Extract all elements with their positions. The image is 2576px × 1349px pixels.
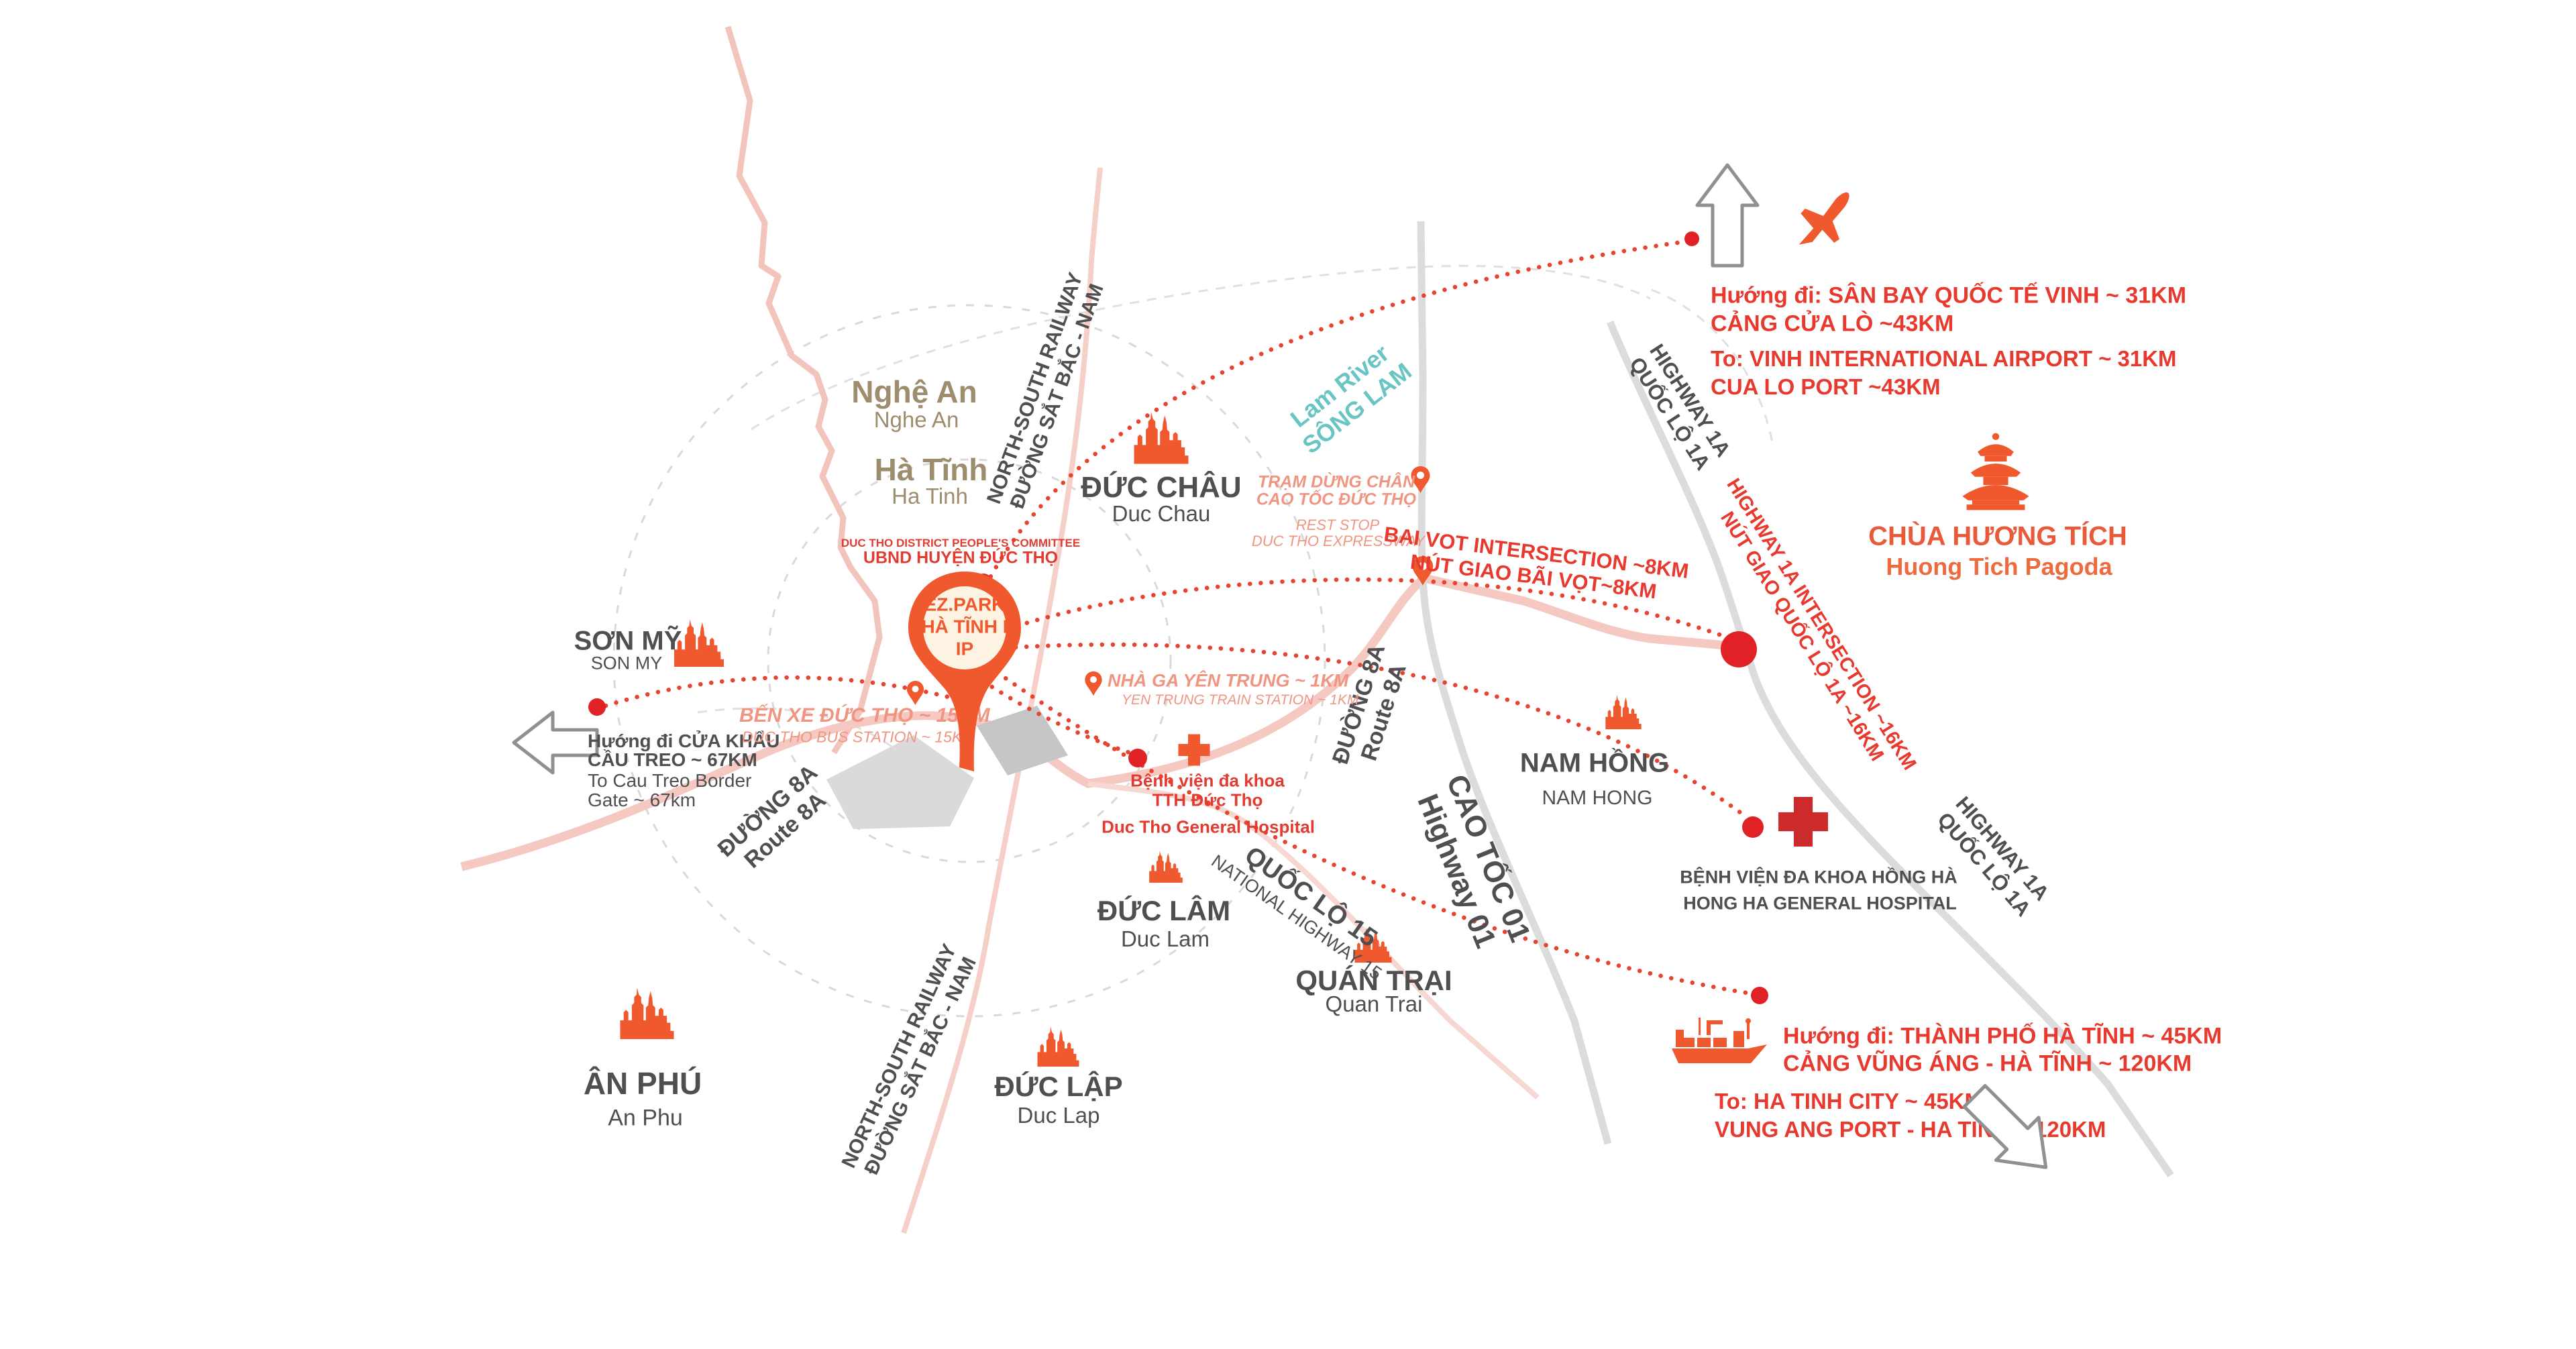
town-duc-lam-vi: ĐỨC LÂM (1097, 895, 1231, 926)
committee-label-vi: UBND HUYỆN ĐỨC THỌ (863, 548, 1059, 568)
train-station-pin-icon (1084, 671, 1103, 696)
cargo-ship-icon (1669, 1009, 1770, 1073)
province-ha-tinh-vi: Hà Tĩnh (874, 452, 988, 487)
pagoda-en: Huong Tich Pagoda (1886, 553, 2112, 580)
town-icon-nam-hong (1604, 691, 1643, 732)
town-nam-hong-vi: NAM HỒNG (1519, 748, 1670, 778)
province-border-line (724, 25, 883, 755)
town-duc-chau-en: Duc Chau (1112, 501, 1211, 526)
tth-hospital-cross-icon (1175, 731, 1213, 769)
route-8a-road (460, 574, 1726, 871)
pagoda-icon (1954, 431, 2037, 512)
province-nghe-an-en: Nghe An (873, 407, 959, 432)
district-boundary-dashed (1651, 288, 1774, 443)
airport-direction-line2: CẢNG CỬA LÒ ~43KM (1711, 311, 1954, 337)
train-station-en: YEN TRUNG TRAIN STATION ~ 1KM (1122, 692, 1359, 708)
town-son-my-en: SON MY (590, 653, 663, 673)
rest-stop-vi1: TRẠM DỪNG CHÂN (1257, 472, 1415, 492)
committee-label-en: DUC THO DISTRICT PEOPLE'S COMMITTEE (841, 537, 1081, 549)
port-route-dot (1751, 987, 1768, 1004)
town-an-phu-en: An Phu (608, 1105, 683, 1131)
connector-to-tth-hospital (971, 672, 1136, 757)
connector-to-airport (978, 239, 1689, 598)
ez-park-line3: IP (955, 638, 974, 659)
border-gate-line3: To Cau Treo Border (588, 770, 752, 791)
hong-ha-hospital-en: HONG HA GENERAL HOSPITAL (1683, 893, 1957, 914)
tth-hospital-dot (1128, 749, 1147, 767)
hong-ha-hospital-vi: BỆNH VIỆN ĐA KHOA HỒNG HÀ (1680, 867, 1957, 887)
south-direction-line2: CẢNG VŨNG ÁNG - HÀ TĨNH ~ 120KM (1783, 1050, 2192, 1077)
connector-to-hong-ha-hospital (1002, 642, 1751, 821)
district-boundary-dashed (751, 264, 1651, 431)
ez-park-line2: HÀ TĨNH I (921, 616, 1008, 637)
tth-hospital-vi2: TTH Đức Thọ (1152, 790, 1263, 810)
town-duc-lap-vi: ĐỨC LẬP (994, 1071, 1123, 1102)
airport-direction-line4: CUA LO PORT ~43KM (1711, 374, 1941, 399)
bus-station-vi: BẾN XE ĐỨC THỌ ~ 15KM (739, 704, 990, 726)
town-an-phu-vi: ÂN PHÚ (583, 1066, 702, 1101)
town-quan-trai-en: Quan Trai (1325, 991, 1423, 1016)
industrial-zone-shape (977, 706, 1068, 775)
border-gate-line2: CẦU TREO ~ 67KM (588, 749, 757, 770)
town-icon-duc-lam (1148, 845, 1184, 887)
bus-station-en: DUC THO BUS STATION ~ 15KM (742, 728, 975, 746)
south-direction-line3: To: HA TINH CITY ~ 45KM (1715, 1089, 1983, 1114)
hong-ha-hospital-dot (1742, 816, 1764, 838)
town-quan-trai-vi: QUÁN TRẠI (1295, 965, 1452, 996)
border-gate-line4: Gate ~ 67km (588, 790, 696, 810)
hwy1a-intersection-dot (1721, 631, 1757, 667)
tth-hospital-en: Duc Tho General Hospital (1102, 816, 1315, 837)
expressway-01-road (1417, 221, 1612, 1145)
district-boundary-dashed (697, 707, 915, 766)
rest-stop-vi2: CAO TỐC ĐỨC THỌ (1256, 490, 1417, 509)
railway-line (901, 167, 1103, 1234)
town-duc-chau-vi: ĐỨC CHÂU (1081, 471, 1242, 504)
rest-stop-en2: DUC THO EXPRESSWAY (1251, 533, 1426, 549)
airport-direction-line1: Hướng đi: SÂN BAY QUỐC TẾ VINH ~ 31KM (1711, 282, 2187, 309)
north-direction-arrow (1690, 160, 1764, 270)
town-icon-duc-chau (1132, 407, 1191, 467)
airport-direction-line3: To: VINH INTERNATIONAL AIRPORT ~ 31KM (1711, 346, 2177, 371)
town-son-my-vi: SƠN MỸ (574, 626, 682, 656)
rest-stop-en1: REST STOP (1295, 517, 1380, 533)
airport-route-dot (1684, 231, 1699, 246)
train-station-vi: NHÀ GA YÊN TRUNG ~ 1KM (1108, 670, 1349, 691)
national-highway-15-road (1087, 781, 1540, 1100)
province-nghe-an-vi: Nghệ An (851, 374, 977, 409)
connector-to-son-my (603, 675, 969, 708)
highway-1a-road (1606, 320, 2174, 1178)
hong-ha-hospital-cross-icon (1774, 792, 1833, 851)
town-nam-hong-en: NAM HONG (1542, 787, 1653, 809)
border-gate-line1: Hướng đi CỬA KHẨU (588, 731, 780, 751)
town-icon-an-phu (618, 974, 676, 1050)
industrial-zone-shape (826, 735, 974, 829)
south-direction-line1: Hướng đi: THÀNH PHỐ HÀ TĨNH ~ 45KM (1783, 1023, 2222, 1049)
connector-to-hwy1a-intersection (1004, 577, 1733, 641)
town-icon-duc-lap (1033, 1025, 1083, 1067)
ez-park-pin (908, 572, 1021, 771)
province-ha-tinh-en: Ha Tinh (892, 484, 968, 508)
ez-park-label: EZ.PARK HÀ TĨNH I IP (921, 593, 1008, 659)
pagoda-vi: CHÙA HƯƠNG TÍCH (1868, 521, 2127, 551)
airplane-icon (1774, 180, 1874, 252)
town-duc-lam-en: Duc Lam (1120, 926, 1210, 951)
tth-hospital-vi1: Bệnh viện đa khoa (1130, 770, 1285, 791)
son-my-route-dot (588, 698, 606, 716)
ez-park-line1: EZ.PARK (924, 594, 1006, 615)
radius-circle-inner (767, 458, 1172, 863)
town-duc-lap-en: Duc Lap (1017, 1103, 1100, 1128)
radius-circle-outer (612, 304, 1326, 1018)
